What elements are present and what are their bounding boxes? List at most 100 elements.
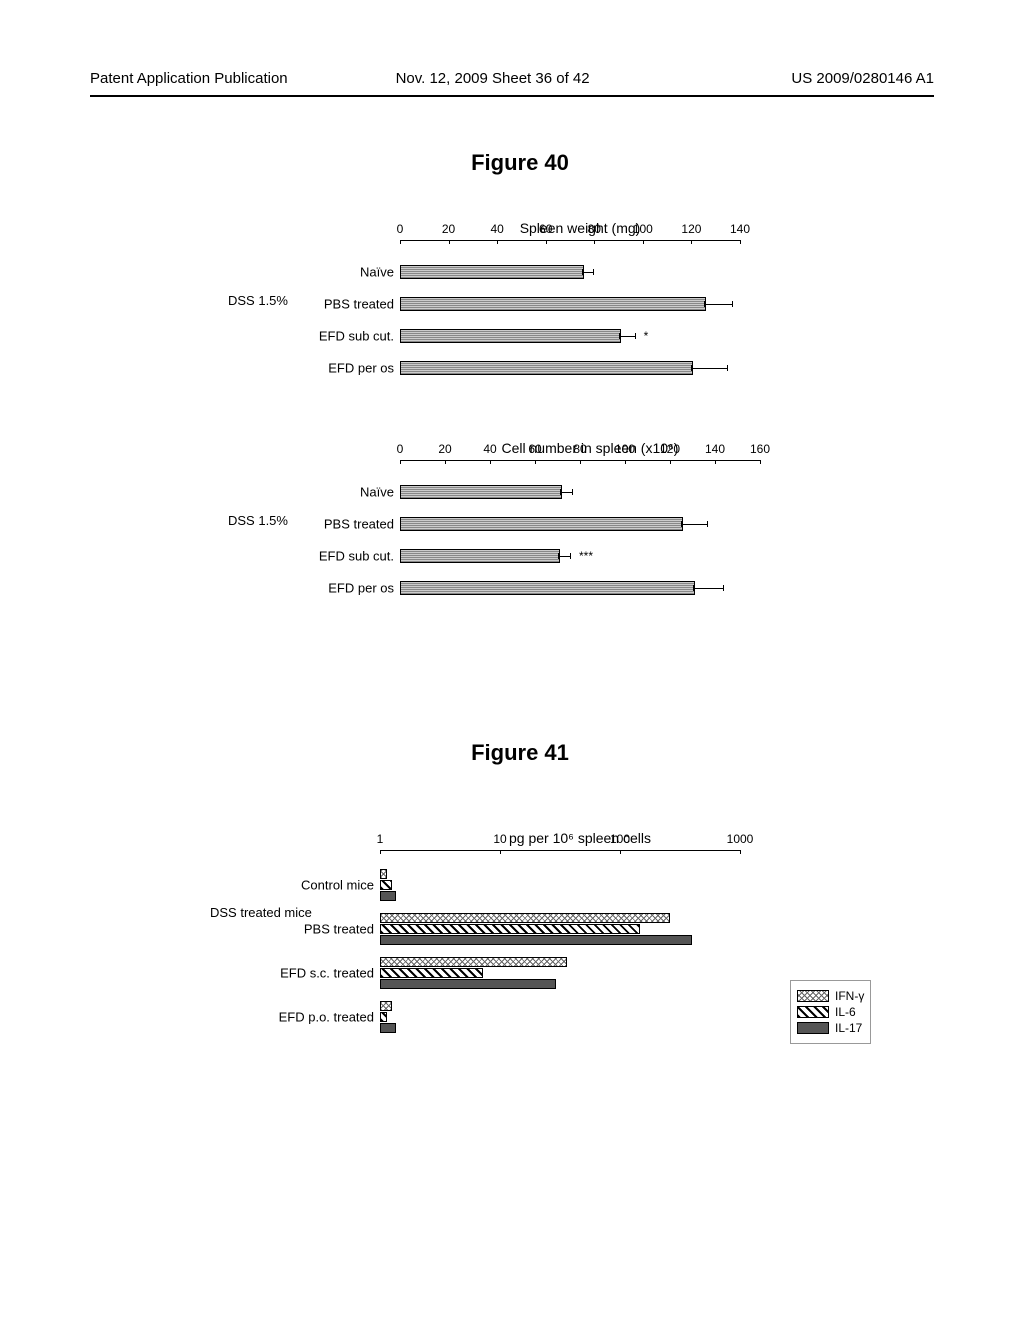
axis-tick: 120 (660, 442, 680, 456)
data-bar (380, 924, 640, 934)
bar-label: PBS treated (324, 297, 400, 312)
figure-40-title: Figure 40 (420, 150, 620, 176)
axis-tick: 140 (705, 442, 725, 456)
axis-tick: 80 (573, 442, 586, 456)
bar-label: EFD p.o. treated (279, 1009, 380, 1024)
axis-tick: 100 (610, 832, 630, 846)
cell-number-chart: Cell number in spleen (x10⁶) 02040608010… (400, 440, 780, 610)
bar-row: EFD p.o. treated (380, 1011, 740, 1022)
data-bar (400, 517, 683, 531)
page-header: Patent Application Publication Nov. 12, … (90, 70, 934, 87)
significance-marker: *** (579, 549, 593, 563)
axis-tick: 10 (493, 832, 506, 846)
data-bar (400, 581, 695, 595)
data-bar (380, 891, 396, 901)
legend-swatch (797, 990, 829, 1002)
data-bar (380, 957, 567, 967)
bar-row (380, 1000, 740, 1011)
axis-tick: 1 (377, 832, 384, 846)
bar-row (380, 890, 740, 901)
header-date-sheet: Nov. 12, 2009 Sheet 36 of 42 (396, 70, 590, 87)
bar-row (380, 1022, 740, 1033)
bar-label: PBS treated (324, 517, 400, 532)
axis-tick: 60 (539, 222, 552, 236)
data-bar (380, 979, 556, 989)
bar-row: Control mice (380, 879, 740, 890)
axis-tick: 100 (633, 222, 653, 236)
bar-label: EFD s.c. treated (280, 965, 380, 980)
bar-row (380, 956, 740, 967)
cytokine-chart: pg per 10⁶ spleen cells 1101001000Contro… (380, 830, 780, 1040)
header-patent-number: US 2009/0280146 A1 (791, 70, 934, 87)
bar-label: EFD per os (328, 361, 400, 376)
axis-tick: 40 (483, 442, 496, 456)
bar-label: EFD sub cut. (319, 549, 400, 564)
legend-label: IL-6 (835, 1005, 856, 1019)
spleen-weight-chart: Spleen weight (mg) 020406080100120140Naï… (400, 220, 760, 390)
axis-tick: 60 (528, 442, 541, 456)
bar-row (380, 912, 740, 923)
data-bar (400, 265, 584, 279)
chart1-area: 020406080100120140NaïvePBS treatedEFD su… (400, 240, 760, 390)
chart1-group-label: DSS 1.5% (228, 293, 288, 308)
bar-label: Naïve (360, 265, 400, 280)
bar-row: PBS treated (400, 290, 740, 318)
bar-row: EFD sub cut.*** (400, 542, 760, 570)
data-bar (380, 1001, 392, 1011)
data-bar (400, 297, 706, 311)
bar-row (380, 934, 740, 945)
data-bar (380, 1023, 396, 1033)
axis-tick: 0 (397, 222, 404, 236)
bar-row: Naïve (400, 258, 740, 286)
figure-41-title: Figure 41 (420, 740, 620, 766)
bar-label: Control mice (301, 877, 380, 892)
bar-label: EFD sub cut. (319, 329, 400, 344)
bar-label: PBS treated (304, 921, 380, 936)
bar-row: EFD per os (400, 354, 740, 382)
axis-tick: 100 (615, 442, 635, 456)
header-divider (90, 95, 934, 97)
legend-item: IL-6 (797, 1005, 864, 1019)
bar-row (380, 868, 740, 879)
chart2-group-label: DSS 1.5% (228, 513, 288, 528)
axis-tick: 0 (397, 442, 404, 456)
legend-swatch (797, 1022, 829, 1034)
legend-swatch (797, 1006, 829, 1018)
chart3-group-label: DSS treated mice (210, 905, 312, 920)
data-bar (380, 913, 670, 923)
legend-label: IL-17 (835, 1021, 862, 1035)
axis-tick: 140 (730, 222, 750, 236)
bar-row: PBS treated (400, 510, 760, 538)
page: Patent Application Publication Nov. 12, … (0, 0, 1024, 1320)
data-bar (380, 869, 387, 879)
axis-tick: 40 (490, 222, 503, 236)
data-bar (380, 935, 692, 945)
bar-row: EFD per os (400, 574, 760, 602)
bar-row: Naïve (400, 478, 760, 506)
axis-tick: 80 (588, 222, 601, 236)
bar-label: Naïve (360, 485, 400, 500)
header-publication: Patent Application Publication (90, 70, 288, 87)
data-bar (380, 1012, 387, 1022)
data-bar (380, 968, 483, 978)
cytokine-legend: IFN-γ IL-6 IL-17 (790, 980, 871, 1044)
legend-item: IFN-γ (797, 989, 864, 1003)
bar-row (380, 978, 740, 989)
data-bar (380, 880, 392, 890)
axis-tick: 20 (438, 442, 451, 456)
chart3-area: 1101001000Control micePBS treatedEFD s.c… (380, 850, 780, 1040)
legend-label: IFN-γ (835, 989, 864, 1003)
axis-tick: 1000 (727, 832, 754, 846)
axis-tick: 20 (442, 222, 455, 236)
data-bar (400, 549, 560, 563)
axis-tick: 160 (750, 442, 770, 456)
data-bar (400, 329, 621, 343)
bar-row: EFD s.c. treated (380, 967, 740, 978)
significance-marker: * (644, 329, 649, 343)
data-bar (400, 361, 693, 375)
axis-tick: 120 (681, 222, 701, 236)
legend-item: IL-17 (797, 1021, 864, 1035)
data-bar (400, 485, 562, 499)
chart3-title: pg per 10⁶ spleen cells (380, 830, 780, 846)
bar-row: EFD sub cut.* (400, 322, 740, 350)
